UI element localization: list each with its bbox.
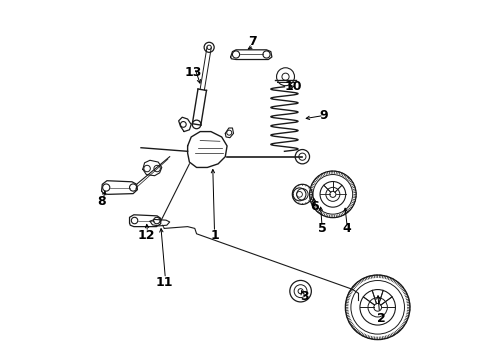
- Text: 8: 8: [97, 195, 106, 208]
- Text: 2: 2: [377, 311, 386, 325]
- Text: 6: 6: [311, 201, 319, 213]
- Text: 11: 11: [155, 276, 173, 289]
- Text: 10: 10: [285, 80, 302, 93]
- Text: 12: 12: [138, 229, 155, 242]
- Text: 3: 3: [300, 290, 309, 303]
- Text: 13: 13: [184, 66, 202, 79]
- Text: 5: 5: [318, 222, 326, 235]
- Text: 4: 4: [343, 222, 352, 235]
- Text: 9: 9: [319, 109, 328, 122]
- Text: 7: 7: [248, 35, 257, 49]
- Text: 1: 1: [210, 229, 219, 242]
